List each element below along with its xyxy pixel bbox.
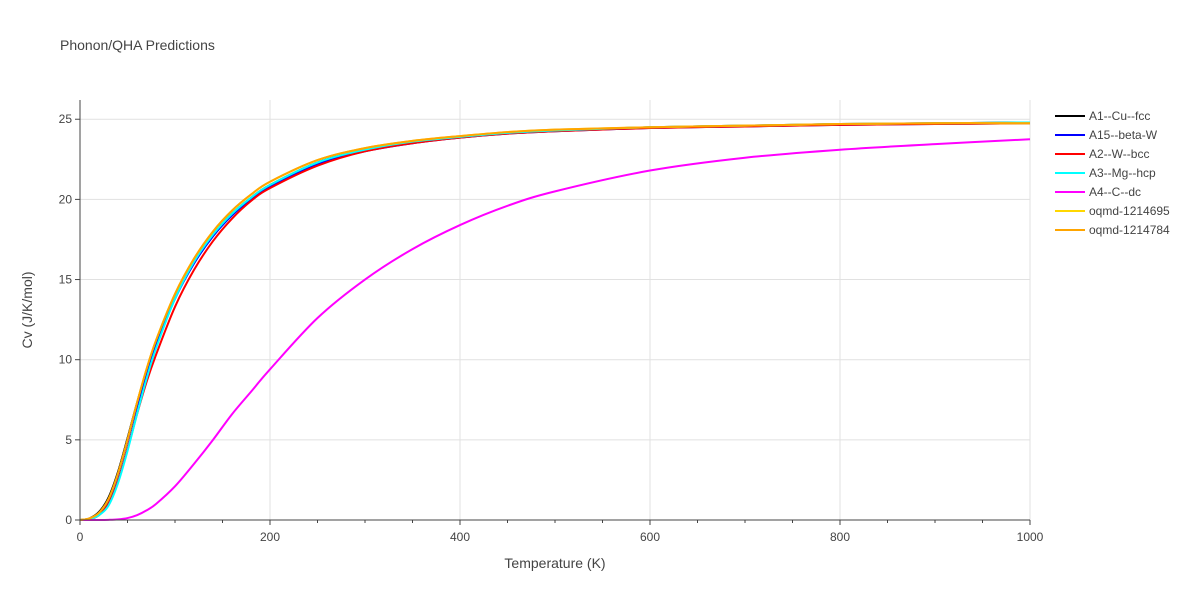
- y-axis-label: Cv (J/K/mol): [19, 272, 35, 349]
- x-tick-label: 200: [260, 530, 280, 544]
- chart-title: Phonon/QHA Predictions: [60, 37, 215, 53]
- legend-item[interactable]: A15--beta-W: [1055, 128, 1158, 142]
- legend-item[interactable]: A2--W--bcc: [1055, 147, 1149, 161]
- y-tick-label: 10: [59, 353, 73, 367]
- y-tick-label: 0: [65, 513, 72, 527]
- x-axis-label: Temperature (K): [504, 555, 605, 571]
- legend-item[interactable]: oqmd-1214784: [1055, 223, 1170, 237]
- y-tick-label: 5: [65, 433, 72, 447]
- legend[interactable]: A1--Cu--fcc A15--beta-W A2--W--bcc A3--Mg--…: [1055, 109, 1170, 237]
- legend-item[interactable]: A1--Cu--fcc: [1055, 109, 1150, 123]
- x-tick-label: 0: [77, 530, 84, 544]
- legend-item[interactable]: oqmd-1214695: [1055, 204, 1170, 218]
- series-line-1: [79, 122, 1031, 521]
- y-tick-label: 15: [59, 273, 73, 287]
- series-line-5: [79, 122, 1031, 521]
- legend-label: A2--W--bcc: [1089, 147, 1149, 161]
- legend-label: A3--Mg--hcp: [1089, 166, 1156, 180]
- legend-item[interactable]: A4--C--dc: [1055, 185, 1141, 199]
- legend-label: oqmd-1214784: [1089, 223, 1170, 237]
- x-tick-label: 600: [640, 530, 660, 544]
- grid: [80, 100, 1031, 520]
- y-tick-label: 20: [59, 192, 73, 206]
- tick-labels: 0 200 400 600 800 1000 0 5 10 15 20 25: [59, 112, 1044, 544]
- legend-label: A15--beta-W: [1089, 128, 1158, 142]
- x-tick-label: 1000: [1017, 530, 1044, 544]
- legend-item[interactable]: A3--Mg--hcp: [1055, 166, 1156, 180]
- legend-label: A4--C--dc: [1089, 185, 1141, 199]
- series-line-2: [79, 122, 1031, 521]
- series-layer: [79, 121, 1031, 522]
- legend-label: A1--Cu--fcc: [1089, 109, 1150, 123]
- series-line-4: [80, 138, 1031, 522]
- x-tick-label: 400: [450, 530, 470, 544]
- series-line-0: [79, 121, 1031, 521]
- y-tick-label: 25: [59, 112, 73, 126]
- legend-label: oqmd-1214695: [1089, 204, 1170, 218]
- series-line-6: [79, 122, 1031, 521]
- series-line-3: [79, 121, 1031, 521]
- x-tick-label: 800: [830, 530, 850, 544]
